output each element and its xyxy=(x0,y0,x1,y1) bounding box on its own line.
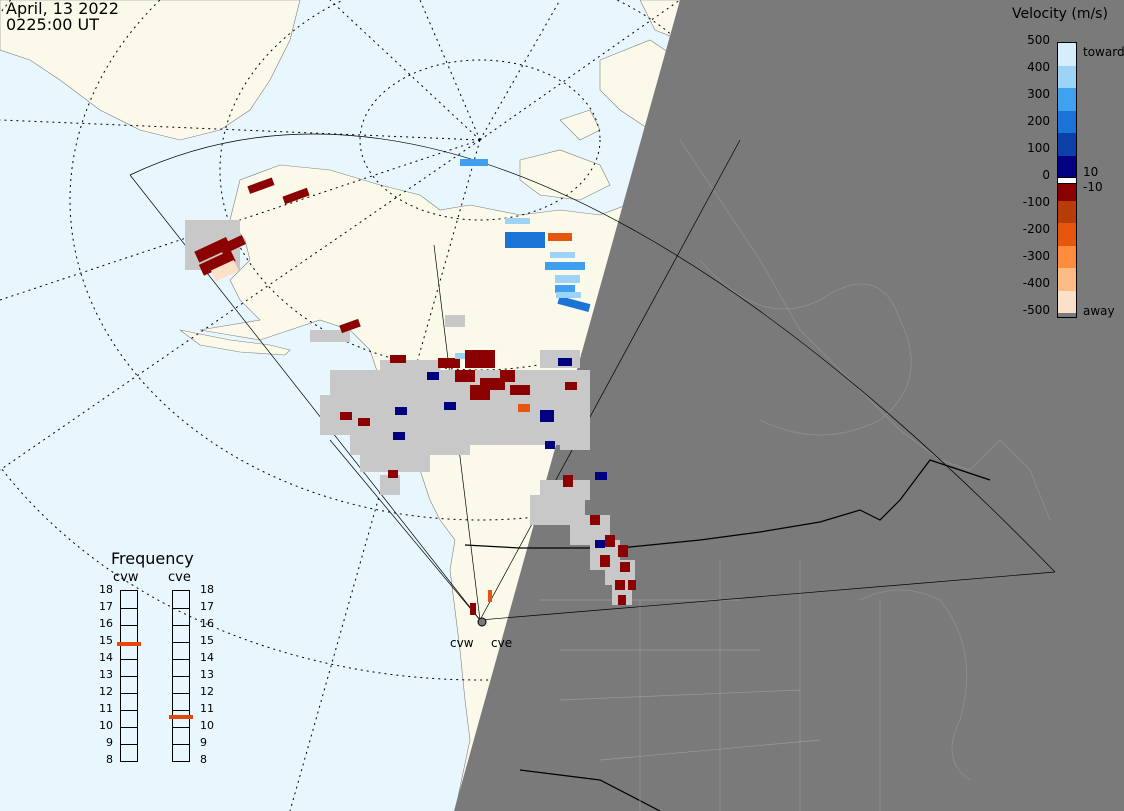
frequency-gridline xyxy=(173,727,189,728)
frequency-tick-label: 12 xyxy=(200,685,214,698)
time-label: 0225:00 UT xyxy=(6,15,100,34)
velocity-tick-label: 300 xyxy=(1027,87,1050,101)
frequency-tick-label: 14 xyxy=(200,651,214,664)
velocity-tick-label: 0 xyxy=(1042,168,1050,182)
frequency-tick-label: 11 xyxy=(200,702,214,715)
velocity-tick-label: 100 xyxy=(1027,141,1050,155)
frequency-tick-label: 8 xyxy=(106,753,113,766)
frequency-gridline xyxy=(121,659,137,660)
colorbar-segment xyxy=(1058,155,1076,178)
frequency-tick-label: 11 xyxy=(99,702,113,715)
toward-cells-navy xyxy=(393,358,607,548)
frequency-tick-label: 18 xyxy=(99,583,113,596)
velocity-tick-label: 500 xyxy=(1027,33,1050,47)
toward-cells-mid xyxy=(460,159,585,293)
colorbar-segment xyxy=(1058,88,1076,111)
frequency-tick-label: 10 xyxy=(99,719,113,732)
frequency-tick-label: 10 xyxy=(200,719,214,732)
colorbar-segment xyxy=(1058,245,1076,268)
velocity-tick-label: 400 xyxy=(1027,60,1050,74)
frequency-gridline xyxy=(173,659,189,660)
frequency-gridline xyxy=(173,710,189,711)
colorbar-segment xyxy=(1058,43,1076,66)
radar-label-cvw: cvw xyxy=(450,636,474,650)
frequency-marker-cve xyxy=(169,714,193,719)
frequency-gridline xyxy=(121,608,137,609)
away-cells-light xyxy=(211,259,239,282)
radar-label-cve: cve xyxy=(491,636,513,650)
colorbar-segment xyxy=(1058,268,1076,291)
pos-threshold-label: 10 xyxy=(1083,165,1099,179)
frequency-gridline xyxy=(121,710,137,711)
frequency-gridline xyxy=(173,744,189,745)
frequency-marker-cvw xyxy=(117,641,141,646)
frequency-gridline xyxy=(121,676,137,677)
away-label: away xyxy=(1083,304,1115,318)
toward-cells-light xyxy=(455,218,581,359)
radar-site-marker xyxy=(477,617,487,627)
velocity-tick-label: -100 xyxy=(1022,195,1050,209)
neg-threshold-label: -10 xyxy=(1083,180,1103,194)
frequency-gridline xyxy=(121,744,137,745)
toward-label: toward xyxy=(1083,45,1124,59)
colorbar-segment xyxy=(1058,133,1076,156)
colorbar-segment xyxy=(1058,65,1076,88)
frequency-scale-cve xyxy=(169,590,193,762)
velocity-cells xyxy=(194,159,636,615)
night-coastlines xyxy=(679,139,1051,781)
frequency-tick-label: 12 xyxy=(99,685,113,698)
colorbar-segment xyxy=(1058,200,1076,223)
frequency-gridline xyxy=(121,625,137,626)
frequency-tick-label: 16 xyxy=(99,617,113,630)
colorbar-segment xyxy=(1058,110,1076,133)
velocity-tick-label: 200 xyxy=(1027,114,1050,128)
frequency-tick-label: 9 xyxy=(200,736,207,749)
frequency-gridline xyxy=(121,727,137,728)
colorbar-segment xyxy=(1058,290,1076,313)
frequency-tick-label: 13 xyxy=(99,668,113,681)
frequency-title: Frequency xyxy=(111,549,194,568)
date-label: April, 13 2022 xyxy=(6,0,119,18)
away-cells-dark xyxy=(194,177,636,615)
velocity-tick-label: -500 xyxy=(1022,303,1050,317)
frequency-gridline xyxy=(173,642,189,643)
toward-cells-blue xyxy=(505,232,591,313)
colorbar-zero-gap xyxy=(1058,177,1076,184)
velocity-tick-label: -400 xyxy=(1022,276,1050,290)
frequency-gridline xyxy=(173,693,189,694)
frequency-tick-label: 8 xyxy=(200,753,207,766)
frequency-tick-label: 13 xyxy=(200,668,214,681)
velocity-colorbar xyxy=(1057,42,1077,318)
frequency-tick-label: 17 xyxy=(200,600,214,613)
colorbar-segment xyxy=(1058,223,1076,246)
frequency-gridline xyxy=(121,693,137,694)
frequency-tick-label: 16 xyxy=(200,617,214,630)
frequency-scale-cvw xyxy=(117,590,141,762)
station-label-cvw: cvw xyxy=(113,570,139,585)
away-cells-orange xyxy=(488,233,572,602)
frequency-tick-label: 9 xyxy=(106,736,113,749)
velocity-tick-label: -200 xyxy=(1022,222,1050,236)
state-borders xyxy=(540,560,881,811)
velocity-tick-label: -300 xyxy=(1022,249,1050,263)
frequency-gridline xyxy=(173,676,189,677)
frequency-gridline xyxy=(173,608,189,609)
frequency-tick-label: 14 xyxy=(99,651,113,664)
frequency-tick-label: 17 xyxy=(99,600,113,613)
frequency-tick-label: 18 xyxy=(200,583,214,596)
station-label-cve: cve xyxy=(168,570,191,585)
frequency-tick-label: 15 xyxy=(200,634,214,647)
frequency-gridline xyxy=(173,625,189,626)
frequency-tick-label: 15 xyxy=(99,634,113,647)
velocity-legend-title: Velocity (m/s) xyxy=(1012,6,1108,22)
